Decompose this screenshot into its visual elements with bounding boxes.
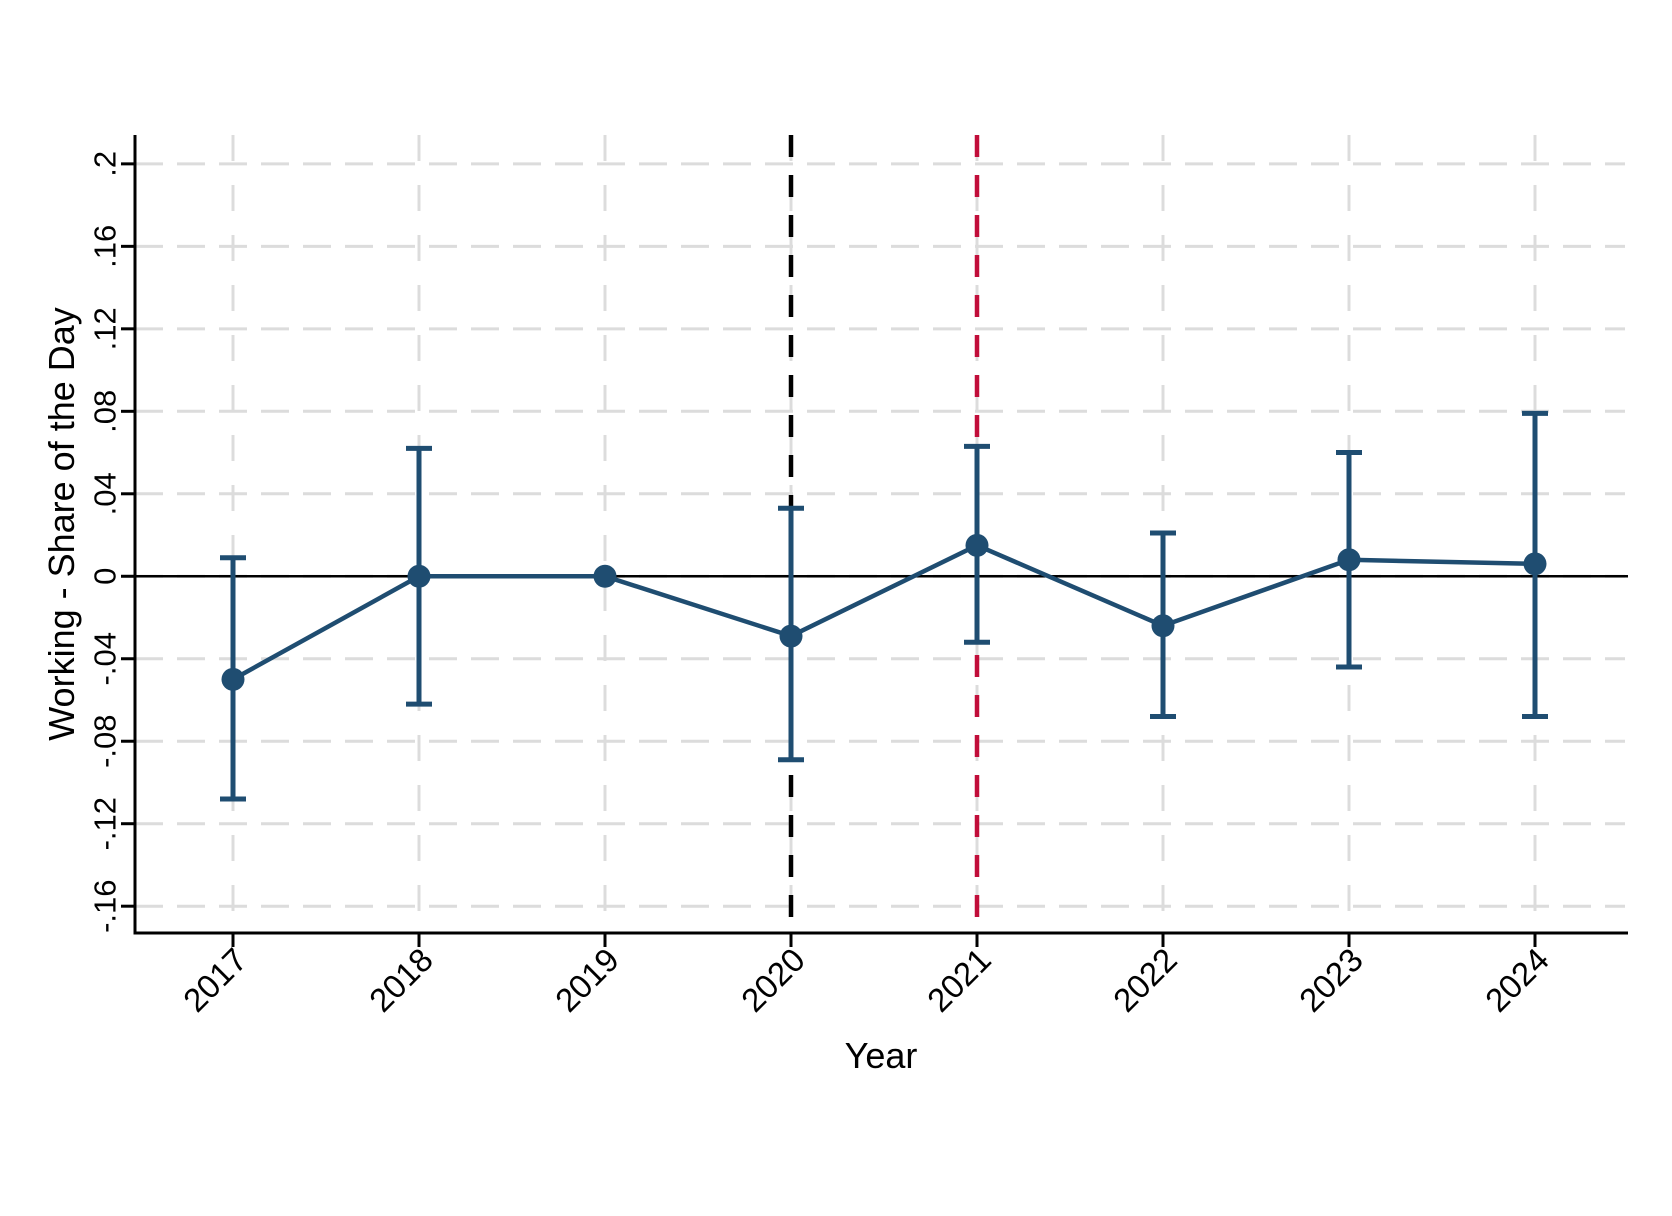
x-axis-title: Year [845,1035,918,1076]
x-tick-label-2024: 2024 [1478,941,1556,1019]
point-2021 [965,533,989,557]
point-2023 [1337,548,1361,572]
x-tick-label-2017: 2017 [176,941,254,1019]
x-tick-label-2023: 2023 [1292,941,1370,1019]
x-tick-label-2022: 2022 [1106,941,1184,1019]
x-tick-label-2020: 2020 [734,941,812,1019]
point-2020 [779,624,803,648]
x-gridlines [231,135,1537,933]
y-tick-label: .2 [88,151,123,177]
tick-labels: .2 .16 .12 .08 .04 0 -.04 -.08 -.12 -.16 2017 2018 2… [88,151,1556,1019]
x-tick-label-2018: 2018 [362,941,440,1019]
y-tick-label: .16 [88,225,123,268]
x-tick-label-2019: 2019 [548,941,626,1019]
reference-vlines [788,135,980,933]
y-tick-label: .12 [88,307,123,350]
y-tick-label: -.08 [88,715,123,768]
y-tick-label: -.04 [88,632,123,685]
point-2022 [1151,614,1175,638]
estimate-points [221,533,1547,691]
y-tick-label: .08 [88,390,123,433]
point-2024 [1523,552,1547,576]
point-2018 [407,564,431,588]
y-tick-label: .04 [88,472,123,515]
y-tick-label: 0 [88,568,123,585]
axes [121,135,1628,947]
estimate-line-group [231,542,1536,682]
y-axis-title: Working - Share of the Day [41,307,82,741]
x-tick-label-2021: 2021 [920,941,998,1019]
point-2019 [593,564,617,588]
y-tick-label: -.16 [88,879,123,932]
estimate-line [231,542,1536,682]
y-gridlines [135,162,1625,908]
point-2017 [221,667,245,691]
y-tick-label: -.12 [88,797,123,850]
